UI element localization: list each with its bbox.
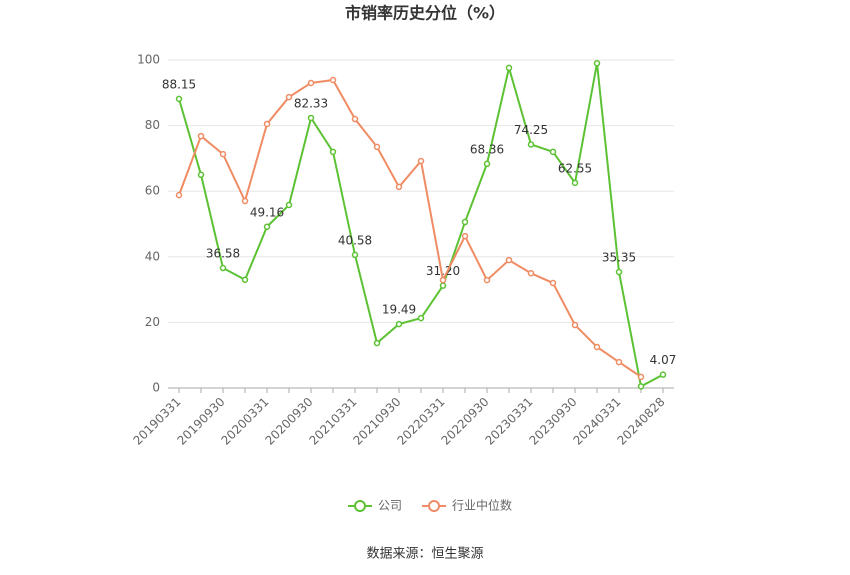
data-point	[593, 60, 601, 67]
data-point	[285, 201, 293, 209]
data-point	[307, 79, 315, 87]
data-point	[197, 132, 205, 140]
data-point	[637, 373, 645, 381]
data-label: 35.35	[602, 251, 636, 265]
data-point	[527, 269, 535, 277]
y-tick-label: 100	[137, 53, 160, 67]
y-tick-label: 80	[145, 118, 160, 132]
chart-title: 市销率历史分位（%）	[345, 4, 505, 23]
data-point	[439, 282, 447, 289]
data-label: 19.49	[382, 303, 416, 317]
data-point	[197, 171, 205, 179]
data-label: 36.58	[206, 247, 240, 261]
data-label: 88.15	[162, 77, 196, 91]
legend-label: 公司	[378, 499, 402, 513]
data-point	[219, 150, 227, 158]
data-label: 68.36	[470, 142, 504, 156]
y-tick-label: 40	[145, 249, 160, 263]
data-point	[395, 183, 403, 191]
data-point	[241, 197, 249, 205]
data-point	[175, 191, 183, 199]
data-point	[219, 264, 227, 272]
data-point	[417, 314, 425, 322]
data-point	[417, 157, 425, 165]
data-point	[637, 383, 645, 390]
data-point	[593, 343, 601, 351]
y-tick-label: 60	[145, 184, 160, 198]
data-label: 82.33	[294, 96, 328, 110]
data-label: 40.58	[338, 233, 372, 247]
data-point	[263, 120, 271, 128]
data-point	[263, 223, 271, 231]
series-line	[178, 63, 664, 388]
data-point	[571, 321, 579, 329]
data-point	[549, 279, 557, 287]
data-point	[461, 232, 469, 240]
data-label: 4.07	[650, 353, 677, 367]
data-point	[659, 371, 667, 378]
data-point	[615, 268, 623, 276]
data-point	[461, 218, 469, 226]
data-point	[241, 276, 249, 284]
y-tick-label: 0	[152, 381, 160, 395]
data-point	[395, 320, 403, 328]
data-point	[439, 276, 447, 284]
data-point	[571, 179, 579, 187]
data-point	[615, 358, 623, 366]
legend-label: 行业中位数	[452, 498, 512, 513]
data-label: 49.16	[250, 205, 284, 219]
data-point	[285, 93, 293, 101]
x-tick-label: 20240828	[615, 395, 668, 448]
data-point	[373, 339, 381, 347]
data-point	[483, 276, 491, 284]
data-label: 62.55	[558, 161, 592, 175]
legend-marker	[354, 500, 366, 512]
data-point	[505, 64, 513, 72]
source: 数据来源：恒生聚源	[366, 547, 483, 562]
y-tick-label: 20	[145, 315, 160, 329]
data-point	[527, 141, 535, 148]
legend-marker	[428, 500, 441, 512]
data-point	[351, 115, 359, 123]
data-point	[351, 251, 359, 259]
data-point	[329, 148, 337, 156]
data-point	[307, 114, 315, 122]
data-point	[549, 148, 557, 156]
data-point	[483, 160, 491, 168]
data-point	[505, 256, 513, 264]
data-point	[329, 76, 337, 84]
data-label: 31.20	[426, 264, 460, 278]
data-label: 74.25	[514, 123, 548, 137]
series-line	[178, 78, 642, 378]
data-point	[373, 143, 381, 151]
data-point	[175, 95, 183, 103]
